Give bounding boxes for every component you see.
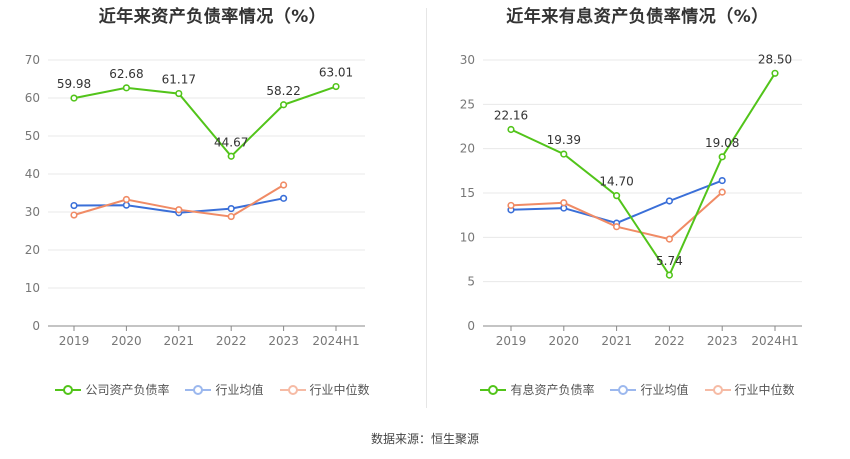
series-line (510, 72, 776, 278)
x-tick-label: 2019 (59, 334, 90, 348)
x-tick-label: 2023 (268, 334, 299, 348)
data-point (227, 204, 235, 213)
x-tick-label: 2019 (496, 334, 527, 348)
data-source-note: 数据来源：恒生聚源 (370, 432, 479, 446)
data-label: 28.50 (758, 52, 792, 66)
data-point (227, 212, 235, 221)
y-tick-label: 30 (460, 53, 475, 67)
data-label: 59.98 (57, 77, 91, 91)
data-point (560, 150, 568, 158)
y-tick-label: 10 (460, 230, 475, 244)
data-point (70, 211, 78, 219)
legend-item-company[interactable]: 公司资产负债率 (55, 381, 169, 398)
y-tick-label: 20 (460, 142, 475, 156)
legend-line-icon (55, 384, 82, 395)
chart-legend: 有息资产负债率 行业均值 行业中位数 (425, 381, 850, 398)
y-tick-label: 40 (25, 167, 40, 181)
data-label: 63.01 (319, 66, 353, 80)
y-tick-label: 0 (32, 319, 40, 333)
legend-line-icon (185, 384, 212, 395)
data-point (175, 206, 183, 214)
data-point (70, 94, 78, 102)
legend-line-icon (279, 384, 306, 395)
legend-line-icon (610, 384, 637, 395)
x-tick-label: 2024H1 (312, 334, 359, 348)
legend-item-industry-median[interactable]: 行业中位数 (704, 381, 795, 398)
y-tick-label: 50 (25, 129, 40, 143)
data-point (507, 201, 515, 210)
chart-plot-area: 0 10 20 30 40 50 60 70 2019 2020 2021 2022 2023 2024H… (25, 53, 365, 348)
data-point (280, 181, 288, 189)
chart-title: 近年来有息资产负债率情况（%） (506, 7, 769, 27)
data-point (507, 125, 515, 134)
x-tick-label: 2021 (601, 334, 632, 348)
y-tick-label: 5 (467, 275, 475, 289)
x-tick-label: 2022 (216, 334, 247, 348)
legend-label: 行业中位数 (734, 383, 795, 397)
data-point (718, 176, 726, 185)
x-tick-label: 2020 (111, 334, 142, 348)
data-point (665, 235, 673, 243)
chart-plot-area: 0 5 10 15 20 25 30 2019 2020 2021 2022 2023 2024H1 22… (460, 52, 802, 348)
data-point (280, 101, 288, 109)
legend-label: 行业中位数 (309, 383, 370, 397)
chart-title: 近年来资产负债率情况（%） (98, 7, 327, 27)
y-tick-label: 15 (460, 186, 475, 200)
data-point (771, 69, 779, 77)
data-label: 58.22 (266, 84, 300, 98)
data-point (122, 195, 130, 204)
x-tick-label: 2020 (549, 334, 580, 348)
data-point (122, 84, 130, 92)
chart-legend: 公司资产负债率 行业均值 行业中位数 (0, 381, 425, 398)
data-point (665, 197, 673, 205)
legend-item-industry-median[interactable]: 行业中位数 (279, 381, 370, 398)
legend-line-icon (704, 384, 731, 395)
data-label: 19.39 (547, 133, 581, 147)
legend-item-interest-bearing[interactable]: 有息资产负债率 (480, 381, 594, 398)
data-point (332, 82, 340, 91)
y-tick-label: 10 (25, 281, 40, 295)
asset-liability-chart: 近年来资产负债率情况（%） 0 10 20 30 40 50 60 70 2019 2020 202… (0, 0, 425, 420)
x-tick-label: 2024H1 (751, 334, 798, 348)
data-label: 22.16 (494, 109, 528, 123)
data-point (613, 223, 621, 231)
y-tick-label: 0 (467, 319, 475, 333)
data-point (613, 192, 621, 200)
y-tick-label: 30 (25, 205, 40, 219)
data-point (175, 89, 183, 98)
data-point (718, 153, 726, 161)
panel-divider (426, 8, 427, 408)
legend-item-industry-average[interactable]: 行业均值 (185, 381, 264, 398)
data-point (122, 201, 130, 209)
data-label: 61.17 (162, 73, 196, 87)
x-tick-label: 2022 (654, 334, 685, 348)
legend-label: 行业均值 (640, 383, 689, 397)
data-label: 44.67 (214, 135, 248, 149)
data-point (560, 199, 568, 207)
legend-label: 行业均值 (215, 383, 264, 397)
x-tick-label: 2021 (164, 334, 195, 348)
legend-item-industry-average[interactable]: 行业均值 (610, 381, 689, 398)
interest-bearing-liability-chart: 近年来有息资产负债率情况（%） 0 5 10 15 20 25 30 2019 2020 2021… (425, 0, 850, 420)
data-label: 19.08 (705, 136, 739, 150)
y-tick-label: 70 (25, 53, 40, 67)
data-point (718, 188, 726, 196)
data-label: 62.68 (109, 67, 143, 81)
series-line (73, 85, 337, 158)
y-tick-label: 20 (25, 243, 40, 257)
y-tick-label: 60 (25, 91, 40, 105)
y-tick-label: 25 (460, 97, 475, 111)
x-tick-label: 2023 (707, 334, 738, 348)
data-label: 5.74 (656, 254, 683, 268)
legend-line-icon (480, 384, 507, 395)
data-point (280, 194, 288, 202)
data-label: 14.70 (599, 175, 633, 189)
data-point (70, 201, 78, 210)
legend-label: 有息资产负债率 (510, 383, 595, 397)
legend-label: 公司资产负债率 (85, 383, 170, 397)
data-point (227, 152, 235, 160)
data-point (665, 271, 673, 279)
